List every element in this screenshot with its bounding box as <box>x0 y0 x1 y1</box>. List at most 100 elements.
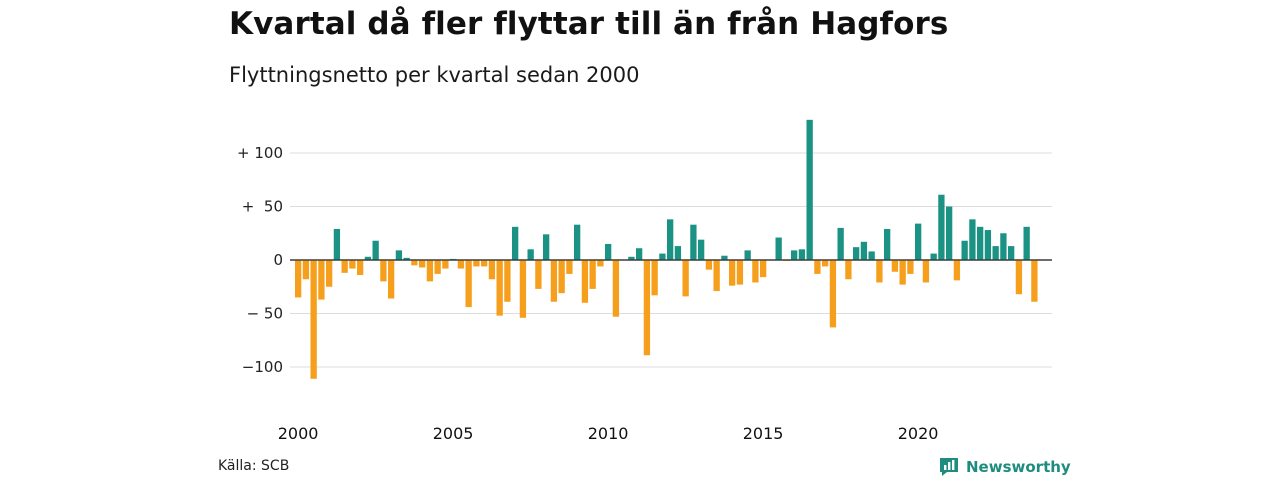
bar-2004K2 <box>426 260 434 282</box>
bars <box>290 119 1052 379</box>
bar-2013K1 <box>698 239 705 260</box>
bar-2019K3 <box>899 260 906 285</box>
x-tick-label: 2005 <box>433 424 474 443</box>
y-tick-label: − 50 <box>247 305 283 323</box>
bar-2006K3 <box>496 260 503 316</box>
bar-2023K1 <box>1008 246 1015 260</box>
bar-2017K2 <box>829 260 837 328</box>
bar-2009K1 <box>574 224 581 260</box>
brand-name: Newsworthy <box>966 458 1071 476</box>
bar-2020K1 <box>915 223 922 260</box>
bar-2006K4 <box>504 260 511 302</box>
bar-2000K3 <box>310 260 317 379</box>
x-tick-label: 2020 <box>898 424 939 443</box>
bar-2020K3 <box>930 253 937 260</box>
bar-2001K2 <box>333 228 341 260</box>
bar-2008K2 <box>550 260 558 302</box>
bar-2002K4 <box>380 260 387 282</box>
bar-2014K4 <box>752 260 759 283</box>
bar-2002K2 <box>364 256 372 260</box>
bar-2001K4 <box>349 260 356 269</box>
bar-2002K1 <box>357 260 364 275</box>
bar-2019K1 <box>884 228 891 260</box>
bar-2022K3 <box>992 246 999 260</box>
chart-subtitle: Flyttningsnetto per kvartal sedan 2000 <box>229 63 640 87</box>
newsworthy-logo-icon <box>940 458 958 476</box>
bar-2014K3 <box>744 250 751 260</box>
bar-2003K2 <box>395 250 403 260</box>
bar-2013K4 <box>721 255 728 260</box>
bar-2018K1 <box>853 247 860 260</box>
bar-2015K3 <box>775 237 782 260</box>
bar-2001K1 <box>326 260 333 287</box>
bar-2022K2 <box>984 230 992 260</box>
bar-2009K2 <box>581 260 589 303</box>
brand-logo: Newsworthy <box>938 456 1071 478</box>
bar-2019K4 <box>907 260 914 274</box>
bar-2003K3 <box>403 257 410 260</box>
y-tick-label: + 100 <box>237 144 283 162</box>
bar-2022K4 <box>1000 233 1007 260</box>
bar-2012K1 <box>667 219 674 260</box>
bar-2004K3 <box>434 260 441 274</box>
bar-2002K3 <box>372 240 379 260</box>
bar-2005K3 <box>465 260 472 308</box>
bar-2011K2 <box>643 260 651 356</box>
bar-2014K2 <box>736 260 744 285</box>
bar-2010K2 <box>612 260 620 317</box>
bar-2003K1 <box>388 260 395 299</box>
bar-2007K1 <box>512 226 519 260</box>
bar-2016K1 <box>791 250 798 260</box>
source-note: Källa: SCB <box>218 458 290 474</box>
bar-2007K2 <box>519 260 527 318</box>
bar-2012K4 <box>690 224 697 260</box>
bar-2017K3 <box>837 227 844 260</box>
bar-2003K4 <box>411 260 418 266</box>
bar-2007K4 <box>535 260 542 289</box>
bar-2004K4 <box>442 260 449 269</box>
bar-2006K2 <box>488 260 496 280</box>
bar-2009K3 <box>589 260 596 289</box>
bar-2013K3 <box>713 260 720 292</box>
bar-2021K1 <box>946 206 953 260</box>
y-axis-ticks: + 100 + 50 0 − 50 −100 <box>237 144 283 376</box>
bar-2006K1 <box>481 260 488 267</box>
bar-2020K4 <box>938 194 945 260</box>
bar-2008K3 <box>558 260 565 294</box>
bar-2014K1 <box>729 260 736 286</box>
bar-2011K1 <box>636 248 643 260</box>
bar-2000K4 <box>318 260 325 300</box>
bar-2001K3 <box>341 260 348 273</box>
bar-2011K4 <box>659 253 666 260</box>
bar-2021K2 <box>953 260 961 281</box>
bar-2008K4 <box>566 260 573 274</box>
bar-2016K3 <box>806 119 813 260</box>
bar-2023K3 <box>1023 226 1030 260</box>
bar-2017K1 <box>822 260 829 267</box>
x-tick-label: 2010 <box>588 424 629 443</box>
bar-2016K2 <box>798 249 806 260</box>
bar-2023K4 <box>1031 260 1038 302</box>
bar-2019K2 <box>891 260 899 272</box>
bar-2021K4 <box>969 219 976 260</box>
bar-2022K1 <box>977 226 984 260</box>
bar-2010K4 <box>628 256 635 260</box>
bar-2012K3 <box>682 260 689 297</box>
bar-2012K2 <box>674 246 682 260</box>
chart-title: Kvartal då fler flyttar till än från Hag… <box>229 6 949 42</box>
bar-2011K3 <box>651 260 658 296</box>
y-tick-label: + 50 <box>242 198 283 216</box>
bar-2005K2 <box>457 260 465 269</box>
bar-2005K4 <box>473 260 480 267</box>
bar-2013K2 <box>705 260 713 270</box>
bar-2000K1 <box>295 260 302 298</box>
bar-2020K2 <box>922 260 930 283</box>
bar-2017K4 <box>845 260 852 280</box>
bar-2007K3 <box>527 249 534 260</box>
bar-2004K1 <box>419 260 426 268</box>
bar-2018K4 <box>876 260 883 283</box>
bar-2016K4 <box>814 260 821 274</box>
x-tick-label: 2000 <box>278 424 319 443</box>
x-tick-label: 2015 <box>743 424 784 443</box>
